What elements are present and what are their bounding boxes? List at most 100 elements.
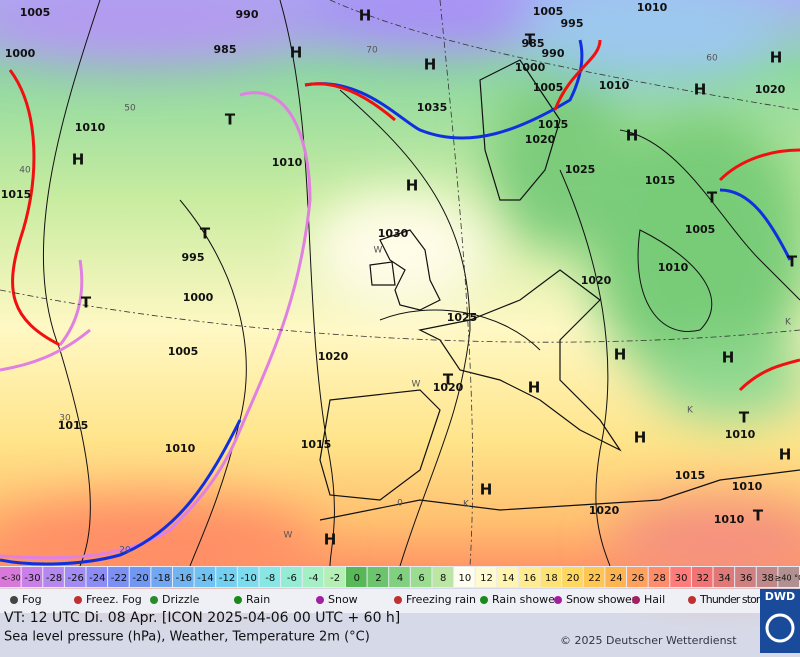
pressure-center: T [787,253,798,271]
pressure-label: 1015 [301,438,332,451]
scale-cell [475,567,497,587]
pressure-label: 1025 [565,163,596,176]
scale-cell [324,567,345,587]
scale-label: -16 [176,573,192,584]
pressure-center: T [443,371,454,389]
legend-label: Rain [246,593,270,606]
scale-cell [562,567,583,587]
map: 1005100099098510101015995100010051010103… [0,0,800,580]
scale-label: 30 [675,573,688,584]
scale-cell [778,567,799,587]
scale-label: 12 [480,573,493,584]
legend-icon [316,596,324,604]
minor-label: K [785,318,792,328]
scale-label: -6 [287,573,297,584]
minor-label: 0 [397,499,403,509]
pressure-label: 1015 [675,469,706,482]
minor-label: W [374,246,383,256]
minor-label: W [284,531,293,541]
pressure-label: 1015 [538,118,569,131]
scale-cell [648,567,670,587]
legend-icon [480,596,488,604]
pressure-center: H [694,81,707,99]
scale-label: 38 [761,573,774,584]
scale-label: 4 [397,573,403,584]
pressure-label: 1020 [318,350,349,363]
scale-cell [151,567,172,587]
minor-label: K [687,406,694,416]
pressure-center: T [200,225,211,243]
legend-label: Thunder storm [699,593,770,606]
pressure-center: H [770,49,783,67]
scale-label: 28 [653,573,666,584]
scale-cell [691,567,713,587]
pressure-center: H [614,346,627,364]
scale-label: ≥40 °C [775,574,800,583]
scale-label: 8 [440,573,446,584]
scale-cell [108,567,129,587]
pressure-center: H [722,349,735,367]
scale-cell [670,567,691,587]
legend-label: Snow [328,593,358,606]
pressure-label: 1005 [533,81,564,94]
pressure-label: 1010 [75,121,106,134]
scale-label: -20 [132,573,148,584]
scale-cell [302,567,324,587]
pressure-label: 1020 [525,133,556,146]
pressure-label: 1015 [58,419,89,432]
pressure-label: 1015 [1,188,32,201]
logo-text: DWD [765,590,795,603]
minor-label: 70 [366,46,378,56]
legend-icon [394,596,402,604]
scale-cell [64,567,86,587]
scale-cell [21,567,43,587]
pressure-label: 1005 [168,345,199,358]
pressure-label: 1020 [589,504,620,517]
pressure-label: 995 [182,251,205,264]
pressure-label: 1010 [272,156,303,169]
scale-label: 6 [418,573,424,584]
scale-label: 0 [354,573,360,584]
scale-cell [281,567,302,587]
pressure-label: 1025 [447,311,478,324]
scale-cell [713,567,735,587]
scale-label: -14 [197,573,213,584]
scale-cell [237,567,259,587]
pressure-center: T [81,294,92,312]
scale-label: -24 [89,573,105,584]
scale-cell [216,567,237,587]
scale-cell [432,567,454,587]
minor-label: K [463,500,470,510]
pressure-center: T [753,507,764,525]
legend-icon [74,596,82,604]
pressure-label: 1020 [755,83,786,96]
scale-cell [735,567,756,587]
scale-cell [389,567,410,587]
scale-cell [518,567,540,587]
pressure-center: T [525,31,536,49]
scale-label: -12 [219,573,235,584]
scale-label: <-30 [1,574,21,583]
scale-label: 18 [545,573,558,584]
pressure-center: T [739,409,750,427]
scale-cell [497,567,518,587]
pressure-label: 1015 [645,174,676,187]
scale-cell [756,567,778,587]
scale-label: 2 [375,573,381,584]
scale-label: -22 [111,573,127,584]
scale-label: 20 [567,573,580,584]
pressure-label: 1000 [183,291,214,304]
minor-label: 60 [706,54,718,64]
pressure-center: H [72,151,85,169]
valid-time: VT: 12 UTC Di. 08 Apr. [ICON 2025-04-06 … [4,610,400,626]
pressure-label: 1010 [714,513,745,526]
minor-label: W [412,380,421,390]
minor-label: 40 [19,166,31,176]
scale-label: -10 [240,573,256,584]
temperature-scale: <-30 -30 -28 -26 -24 -22 -20 -18 -16 -14 -12 -10 -8-… [0,567,800,587]
pressure-center: H [424,56,437,74]
pressure-center: H [528,379,541,397]
pressure-center: H [626,127,639,145]
pressure-center: H [290,44,303,62]
